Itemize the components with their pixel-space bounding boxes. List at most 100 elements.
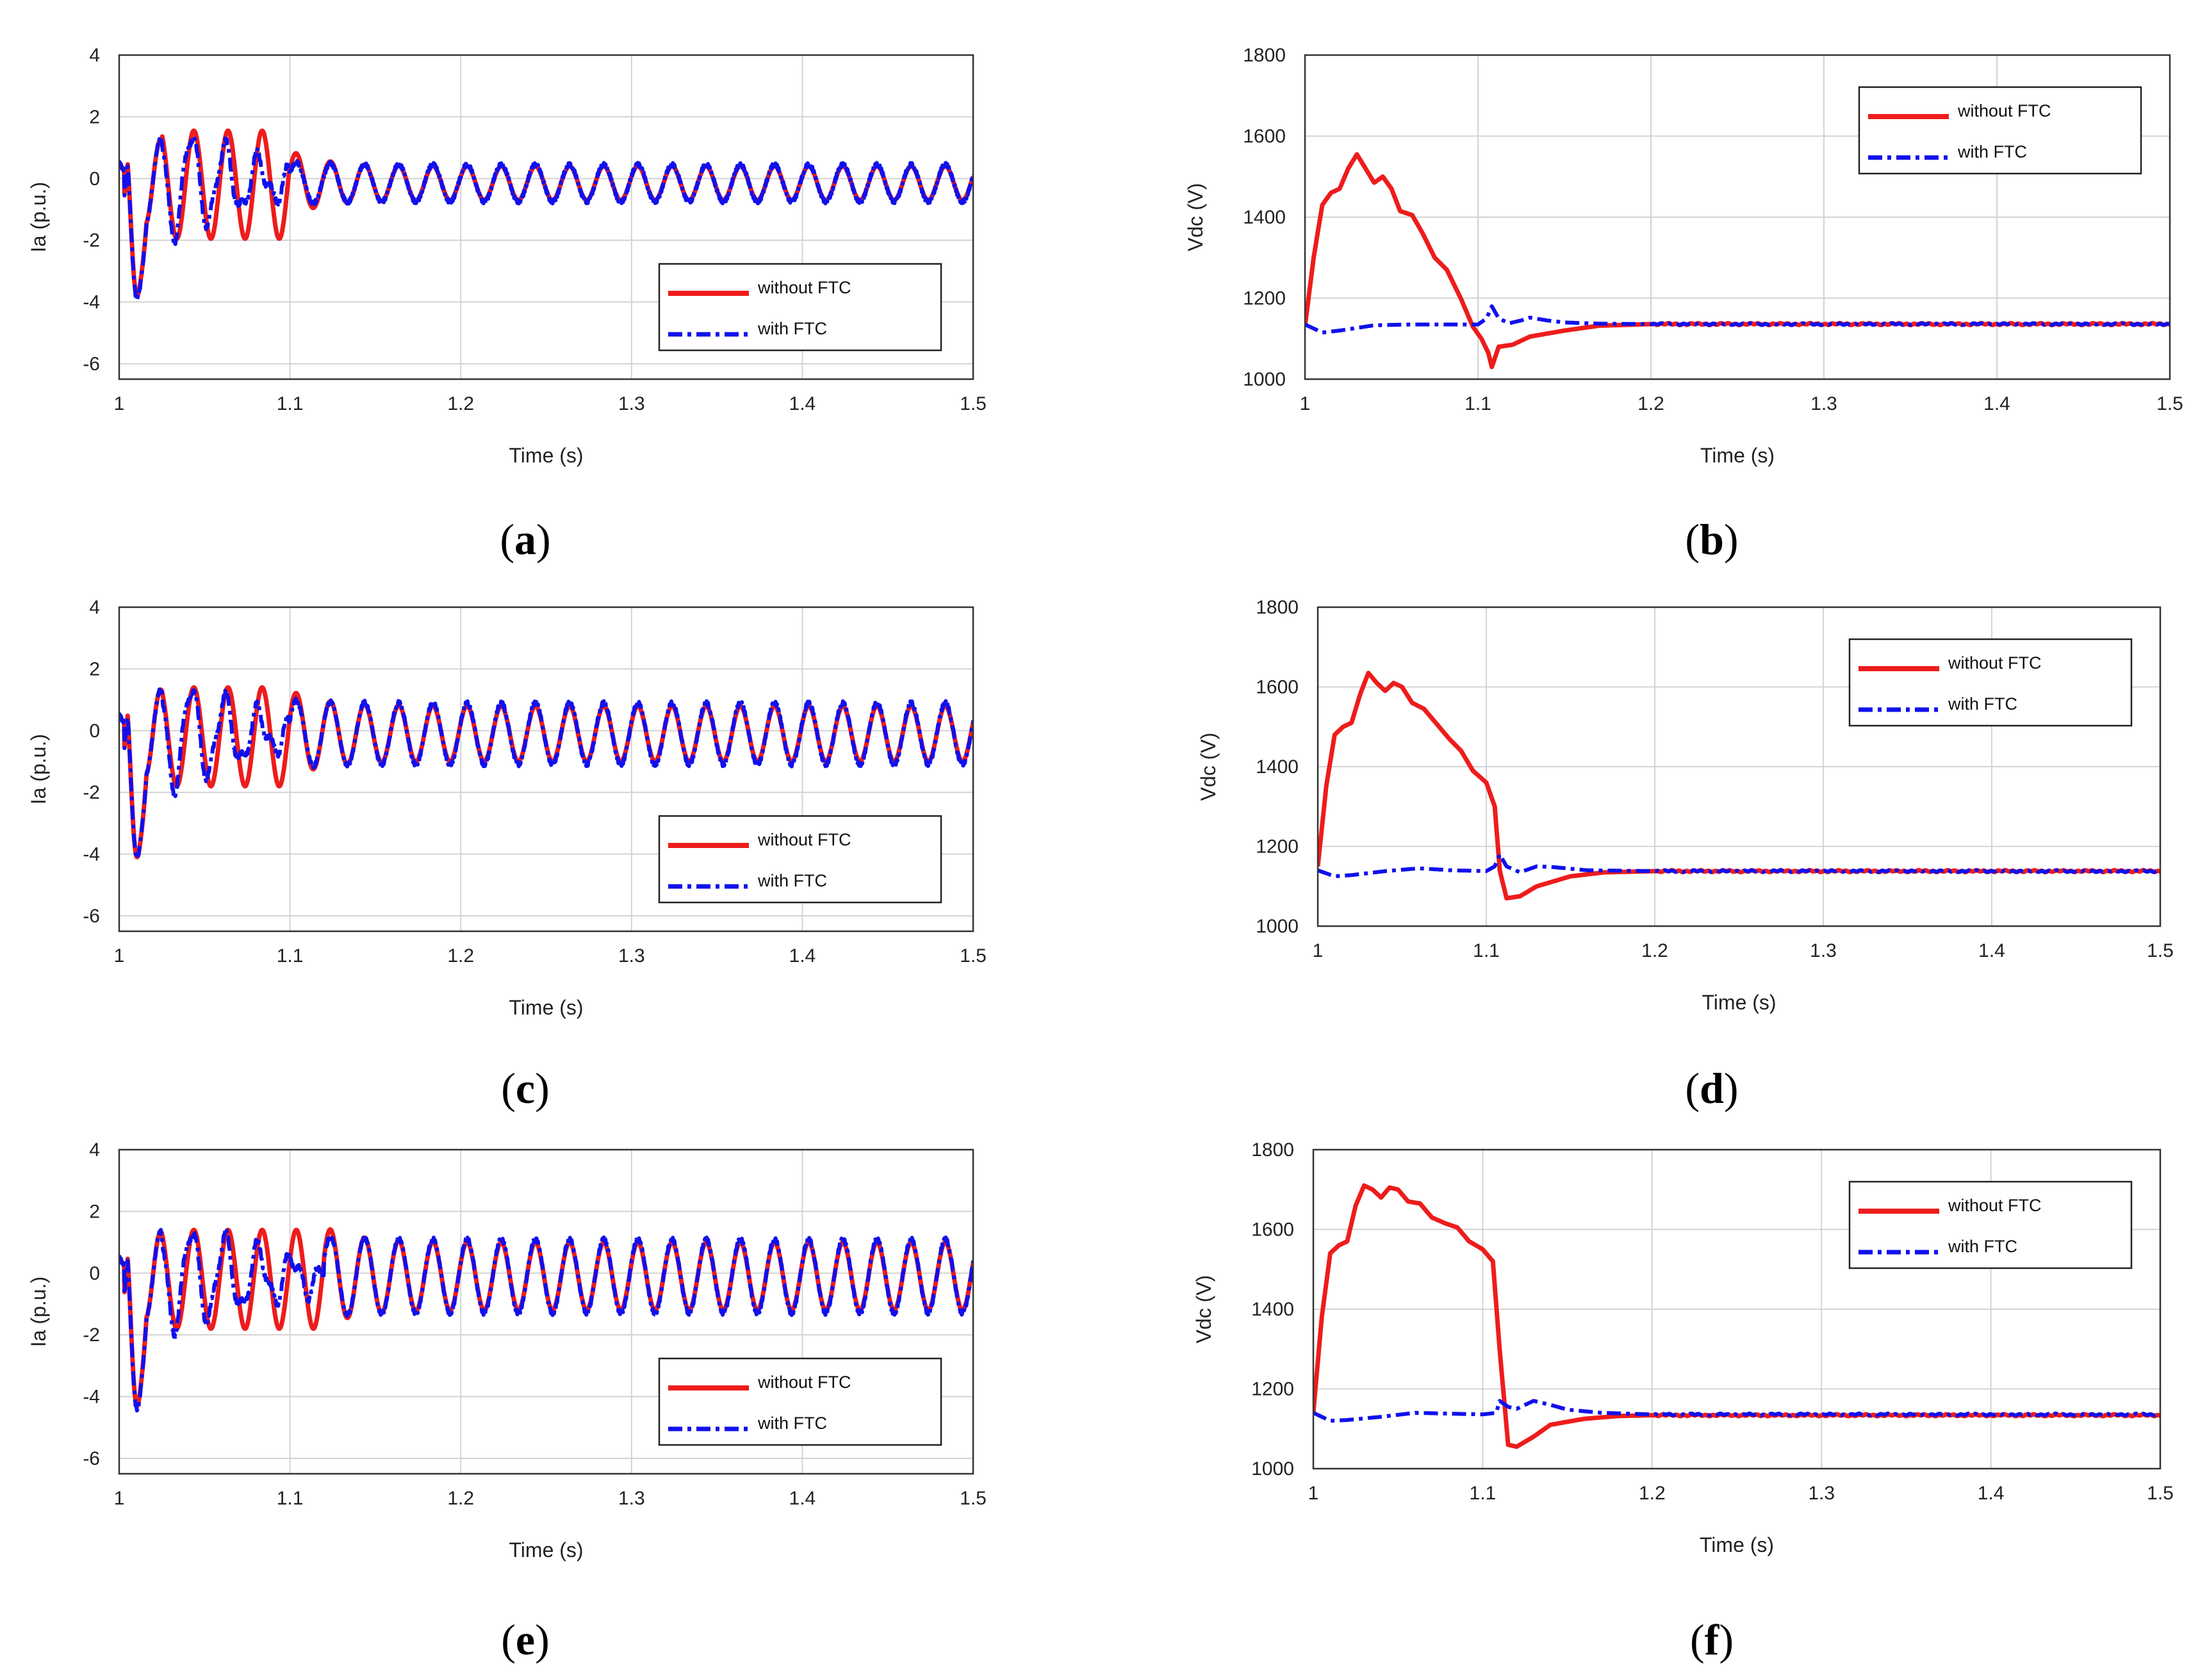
x-tick-label: 1.2: [447, 393, 474, 414]
y-tick-label: 1400: [1251, 1299, 1294, 1320]
legend-label: without FTC: [757, 830, 851, 849]
x-tick-label: 1.2: [1637, 393, 1664, 414]
series-line-with-ftc: [119, 135, 973, 303]
legend: without FTC with FTC: [1858, 86, 2142, 175]
panel-caption: (b): [1685, 515, 1738, 564]
series-line-with-ftc: [119, 1228, 973, 1413]
y-tick-label: 4: [89, 45, 100, 66]
panel-caption: (e): [501, 1615, 550, 1664]
panel-f: 1 1.1 1.2 1.3 1.4 1.5 1800 1600 1400 1200 1000 Time…: [1192, 1139, 2174, 1664]
y-tick-label: 0: [89, 1263, 100, 1284]
legend-label: with FTC: [1948, 694, 2017, 714]
panel-e: 1 1.1 1.2 1.3 1.4 1.5 4 2 0 -2 -4 -6 Time (s) Ia (p.u…: [27, 1139, 987, 1664]
x-tick-label: 1: [114, 1488, 125, 1509]
y-tick-label: 0: [89, 721, 100, 742]
y-axis-label: Ia (p.u.): [27, 734, 50, 804]
y-axis-label: Ia (p.u.): [27, 182, 50, 252]
x-tick-label: 1.1: [277, 1488, 304, 1509]
axes-frame: [1317, 606, 2162, 927]
axes-frame: [118, 606, 974, 933]
legend: without FTC with FTC: [658, 815, 942, 904]
legend: without FTC with FTC: [1848, 638, 2133, 727]
y-tick-label: 1600: [1256, 677, 1299, 698]
legend-label: without FTC: [757, 278, 851, 297]
y-tick-label: 1000: [1251, 1458, 1294, 1480]
x-axis-label: Time (s): [509, 444, 583, 467]
legend-label: with FTC: [757, 871, 827, 890]
x-tick-label: 1: [114, 393, 125, 414]
axes-frame: [1304, 54, 2171, 380]
x-tick-label: 1.1: [1465, 393, 1491, 414]
x-tick-label: 1.5: [960, 945, 987, 966]
x-tick-label: 1.1: [277, 945, 304, 966]
x-tick-label: 1.5: [2156, 393, 2183, 414]
x-tick-label: 1.2: [1639, 1483, 1666, 1504]
x-tick-label: 1.5: [960, 393, 987, 414]
axes-frame: [118, 54, 974, 380]
series-line-with-ftc: [1318, 852, 2160, 879]
legend-label: without FTC: [1948, 653, 2042, 673]
x-tick-label: 1: [1313, 940, 1324, 961]
y-tick-label: 1200: [1251, 1379, 1294, 1400]
x-tick-label: 1.2: [447, 1488, 474, 1509]
y-tick-label: 1800: [1256, 597, 1299, 618]
y-tick-label: -2: [83, 1325, 100, 1346]
series-line-with-ftc: [1313, 1399, 2160, 1423]
x-tick-label: 1.1: [1470, 1483, 1497, 1504]
x-axis-label: Time (s): [1702, 991, 1776, 1014]
y-tick-label: 1400: [1256, 756, 1299, 778]
y-axis-label: Vdc (V): [1192, 1275, 1215, 1344]
legend-box: [1858, 86, 2142, 175]
y-tick-label: 0: [89, 168, 100, 190]
y-tick-label: 1600: [1243, 126, 1286, 147]
x-tick-label: 1.4: [1978, 1483, 2005, 1504]
y-tick-label: -4: [83, 1387, 100, 1408]
x-axis-label: Time (s): [1700, 444, 1775, 467]
y-tick-label: -2: [83, 782, 100, 803]
series-line-with-ftc: [119, 685, 973, 861]
y-tick-label: 2: [89, 658, 100, 680]
y-tick-label: 1400: [1243, 207, 1286, 228]
x-tick-label: 1: [1308, 1483, 1319, 1504]
y-tick-label: 1200: [1243, 288, 1286, 309]
panel-d: 1 1.1 1.2 1.3 1.4 1.5 1800 1600 1400 1200 1000 Time…: [1197, 597, 2174, 1113]
x-tick-label: 1.2: [447, 945, 474, 966]
x-tick-label: 1.3: [1808, 1483, 1835, 1504]
panel-caption: (c): [501, 1064, 550, 1113]
x-tick-label: 1.3: [1810, 393, 1837, 414]
x-tick-label: 1.2: [1641, 940, 1668, 961]
axes-frame: [118, 1148, 974, 1475]
y-tick-label: 1800: [1251, 1139, 1294, 1161]
legend: without FTC with FTC: [658, 1357, 942, 1446]
panel-c: 1 1.1 1.2 1.3 1.4 1.5 4 2 0 -2 -4 -6 Time (s) Ia (p.u…: [27, 597, 987, 1113]
x-tick-label: 1.3: [618, 1488, 645, 1509]
x-tick-label: 1.4: [789, 1488, 816, 1509]
legend-label: with FTC: [757, 319, 827, 338]
x-tick-label: 1.1: [277, 393, 304, 414]
legend: without FTC with FTC: [1848, 1180, 2133, 1269]
x-axis-label: Time (s): [1700, 1533, 1774, 1556]
x-tick-label: 1.5: [2147, 1483, 2174, 1504]
x-tick-label: 1.4: [789, 393, 816, 414]
panel-a: 1 1.1 1.2 1.3 1.4 1.5 4 2 0 -2 -4 -6 Time (s) Ia (p.u…: [27, 45, 987, 564]
legend: without FTC with FTC: [658, 263, 942, 352]
series-line-with-ftc: [1305, 304, 2170, 335]
panel-caption: (a): [500, 515, 550, 564]
legend-label: without FTC: [1948, 1196, 2042, 1215]
x-tick-label: 1.1: [1473, 940, 1500, 961]
x-tick-label: 1.5: [960, 1488, 987, 1509]
y-tick-label: 2: [89, 106, 100, 127]
x-axis-label: Time (s): [509, 996, 583, 1019]
x-tick-label: 1: [114, 945, 125, 966]
y-tick-label: -6: [83, 906, 100, 927]
y-axis-label: Vdc (V): [1197, 733, 1220, 801]
legend-label: with FTC: [1948, 1237, 2017, 1256]
legend-label: without FTC: [1957, 101, 2051, 120]
y-axis-label: Ia (p.u.): [27, 1276, 50, 1347]
panel-caption: (d): [1685, 1064, 1738, 1113]
legend-label: with FTC: [757, 1414, 827, 1433]
y-tick-label: 1000: [1256, 916, 1299, 937]
panel-b: 1 1.1 1.2 1.3 1.4 1.5 1800 1600 1400 1200 1000 Time…: [1184, 45, 2183, 564]
x-tick-label: 1.4: [789, 945, 816, 966]
